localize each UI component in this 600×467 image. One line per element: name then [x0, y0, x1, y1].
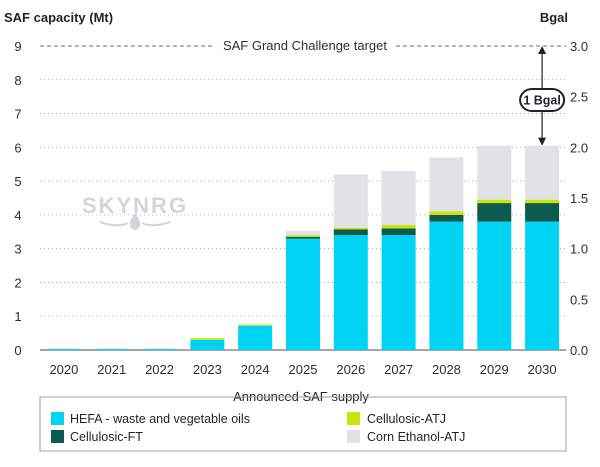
- bar-corn-ethanol-atj-2026: [333, 174, 368, 228]
- y2-axis-label: Bgal: [540, 10, 568, 25]
- x-tick-label: 2025: [289, 362, 318, 377]
- bar-cellulosic-ft-2026: [333, 229, 368, 236]
- legend-label-corn-ethanol-atj: Corn Ethanol-ATJ: [367, 430, 465, 444]
- legend-label-hefa: HEFA - waste and vegetable oils: [70, 412, 250, 426]
- bar-hefa-2021: [94, 348, 129, 350]
- y-tick-label: 1: [14, 309, 21, 324]
- y-tick-label: 5: [14, 174, 21, 189]
- bar-hefa-2023: [190, 339, 225, 350]
- legend-swatch-hefa: [51, 412, 64, 425]
- y2-tick-label: 2.5: [570, 90, 588, 105]
- target-line-group: SAF Grand Challenge target: [40, 38, 566, 53]
- bar-hefa-2029: [477, 221, 512, 350]
- bgal-annotation: 1 Bgal: [519, 46, 566, 146]
- arrow-down-icon: [538, 137, 547, 146]
- bar-hefa-2027: [381, 235, 416, 350]
- annotation-label: 1 Bgal: [523, 94, 561, 108]
- y-tick-label: 2: [14, 275, 21, 290]
- bar-hefa-2024: [238, 325, 273, 350]
- bar-hefa-2026: [333, 235, 368, 350]
- bar-cellulosic-atj-2026: [333, 227, 368, 230]
- legend: Announced SAF supply HEFA - waste and ve…: [39, 389, 567, 452]
- x-tick-label: 2020: [49, 362, 78, 377]
- x-tick-label: 2026: [336, 362, 365, 377]
- bar-corn-ethanol-atj-2027: [381, 170, 416, 226]
- y-tick-label: 0: [14, 343, 21, 358]
- y-tick-label: 3: [14, 242, 21, 257]
- annotation-box: [519, 88, 566, 113]
- bar-cellulosic-ft-2027: [381, 228, 416, 236]
- y-tick-label: 8: [14, 73, 21, 88]
- wave-icon: [99, 221, 171, 227]
- skynrg-watermark: SKYNRG: [82, 193, 188, 230]
- bar-cellulosic-atj-2023: [190, 338, 225, 340]
- bar-cellulosic-ft-2030: [525, 203, 560, 222]
- y-axis-ticks: 0 1 2 3 4 5 6 7 8 9: [14, 39, 21, 358]
- bar-cellulosic-atj-2029: [477, 199, 512, 204]
- legend-label-cellulosic-atj: Cellulosic-ATJ: [367, 412, 446, 426]
- bar-cellulosic-ft-2028: [429, 214, 464, 222]
- y-axis-label: SAF capacity (Mt): [4, 10, 113, 25]
- y2-tick-label: 1.0: [570, 242, 588, 257]
- watermark-text: SKYNRG: [82, 193, 188, 218]
- legend-swatch-cellulosic-atj: [347, 412, 360, 425]
- target-label: SAF Grand Challenge target: [223, 38, 387, 53]
- x-tick-label: 2021: [97, 362, 126, 377]
- y2-tick-label: 0.0: [570, 343, 588, 358]
- bar-cellulosic-ft-2029: [477, 203, 512, 222]
- x-tick-label: 2029: [480, 362, 509, 377]
- bar-cellulosic-atj-2030: [525, 199, 560, 204]
- legend-frame: [39, 396, 567, 452]
- y2-tick-label: 1.5: [570, 191, 588, 206]
- x-tick-label: 2023: [193, 362, 222, 377]
- bar-hefa-2020: [46, 348, 81, 350]
- y2-tick-label: 0.5: [570, 292, 588, 307]
- arrow-up-icon: [538, 46, 547, 54]
- bar-cellulosic-atj-2027: [381, 225, 416, 229]
- y2-tick-label: 3.0: [570, 39, 588, 54]
- y2-tick-label: 2.0: [570, 140, 588, 155]
- bar-cellulosic-atj-2025: [286, 235, 320, 237]
- x-tick-label: 2024: [241, 362, 270, 377]
- y-tick-label: 9: [14, 39, 21, 54]
- x-axis-ticks: 2020 2021 2022 2023 2024 2025 2026 2027 2028 2029…: [49, 362, 556, 377]
- x-tick-label: 2028: [432, 362, 461, 377]
- bar-corn-ethanol-atj-2029: [477, 145, 512, 200]
- bar-hefa-2030: [525, 221, 560, 350]
- x-tick-label: 2030: [528, 362, 557, 377]
- bar-corn-ethanol-atj-2025: [286, 230, 320, 236]
- bar-hefa-2028: [429, 221, 464, 350]
- legend-swatch-corn-ethanol-atj: [347, 430, 360, 443]
- bar-corn-ethanol-atj-2028: [429, 157, 464, 212]
- bar-cellulosic-ft-2025: [286, 236, 320, 239]
- x-tick-label: 2022: [145, 362, 174, 377]
- bar-cellulosic-atj-2024: [238, 324, 273, 326]
- bar-corn-ethanol-atj-2030: [525, 145, 560, 200]
- y2-axis-ticks: 0.0 0.5 1.0 1.5 2.0 2.5 3.0: [570, 39, 588, 358]
- bar-series: [46, 145, 560, 350]
- y-tick-label: 4: [14, 208, 21, 223]
- bar-cellulosic-atj-2028: [429, 211, 464, 215]
- y-tick-label: 7: [14, 107, 21, 122]
- legend-swatch-cellulosic-ft: [51, 430, 64, 443]
- legend-label-cellulosic-ft: Cellulosic-FT: [70, 430, 143, 444]
- droplet-icon: [129, 213, 141, 230]
- bar-hefa-2025: [286, 238, 320, 350]
- y-tick-label: 6: [14, 140, 21, 155]
- x-tick-label: 2027: [384, 362, 413, 377]
- bar-hefa-2022: [142, 348, 177, 350]
